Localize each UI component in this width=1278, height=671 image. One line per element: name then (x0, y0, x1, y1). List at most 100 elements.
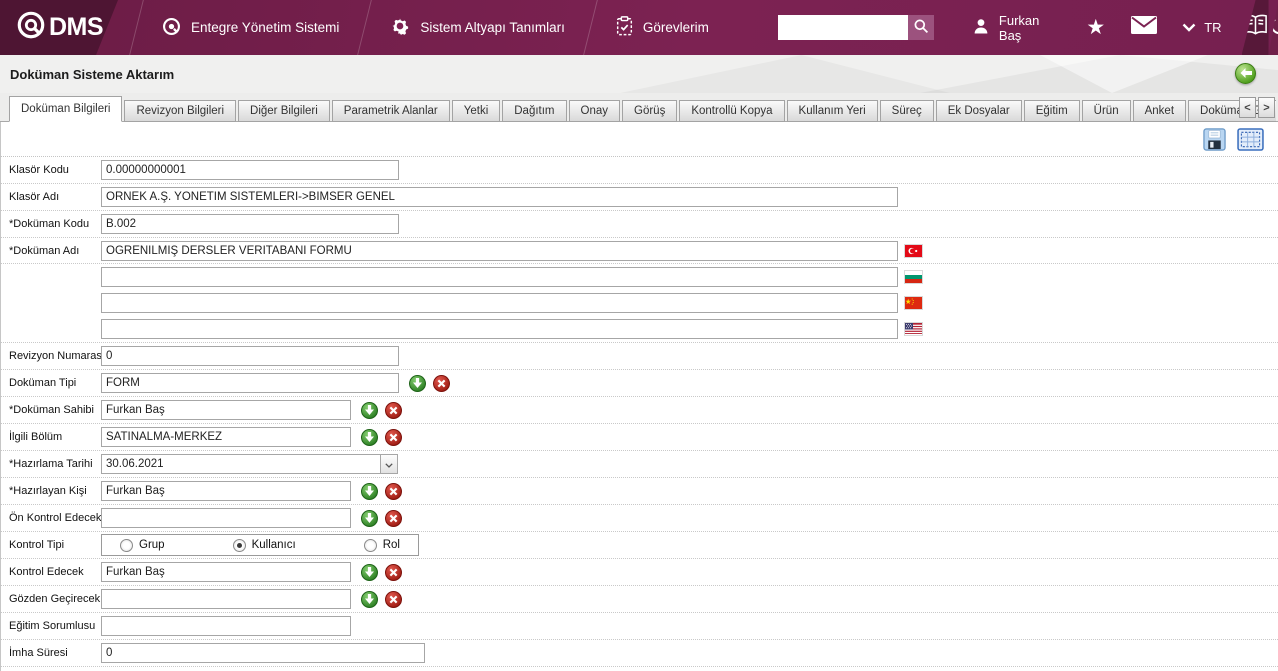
imha-suresi-input[interactable] (101, 643, 425, 663)
lookup-select-icon[interactable] (361, 428, 378, 446)
chevron-down-icon (385, 455, 393, 473)
dokuman-tipi-input[interactable] (101, 373, 399, 393)
clear-field-icon[interactable] (385, 428, 402, 446)
power-icon (1269, 15, 1278, 41)
clear-field-icon[interactable] (385, 590, 402, 608)
language-selector[interactable]: TR (1170, 20, 1233, 35)
tab-revizyon-bilgileri[interactable]: Revizyon Bilgileri (124, 100, 237, 122)
header-decoration (920, 55, 1278, 93)
field-egitim-sorumlusu: Eğitim Sorumlusu (1, 613, 1278, 640)
dokuman-adi-us-input[interactable] (101, 319, 898, 339)
app-logo[interactable]: DMS (0, 0, 118, 55)
field-label: Klasör Adı (9, 191, 60, 203)
lookup-select-icon[interactable] (361, 482, 378, 500)
lookup-select-icon[interactable] (361, 509, 378, 527)
tab-ek-dosyalar[interactable]: Ek Dosyalar (935, 100, 1022, 122)
form-rows: Klasör Kodu Klasör Adı *Doküman Kodu *Do… (1, 156, 1278, 667)
gear-icon (390, 16, 410, 39)
nav-gorevlerim[interactable]: Görevlerim (591, 0, 734, 55)
user-menu[interactable]: Furkan Baş (952, 13, 1059, 43)
tab-onay[interactable]: Onay (568, 100, 621, 122)
language-code: TR (1204, 20, 1222, 35)
user-name: Furkan Baş (998, 12, 1040, 43)
field-hazirlayan-kisi: *Hazırlayan Kişi (1, 478, 1278, 505)
nav-entegre-yonetim-sistemi[interactable]: Entegre Yönetim Sistemi (137, 0, 364, 55)
tab-scroll-left-button[interactable]: < (1239, 97, 1256, 118)
on-kontrol-edecek-input[interactable] (101, 508, 351, 528)
field-label: Eğitim Sorumlusu (9, 620, 96, 632)
tab-scroll-right-button[interactable]: > (1258, 97, 1275, 118)
field-klasor-adi: Klasör Adı (1, 184, 1278, 211)
clear-field-icon[interactable] (433, 374, 450, 392)
chinese-flag-icon (905, 297, 922, 309)
tab-surec[interactable]: Süreç (879, 100, 934, 122)
clear-field-icon[interactable] (385, 401, 402, 419)
klasor-adi-input[interactable] (101, 187, 898, 207)
field-dokuman-adi: *Doküman Adı (1, 238, 1278, 343)
clear-field-icon[interactable] (385, 563, 402, 581)
dokuman-adi-bg-input[interactable] (101, 267, 898, 287)
tab-parametrik-alanlar[interactable]: Parametrik Alanlar (331, 100, 450, 122)
dokuman-sahibi-input[interactable] (101, 400, 351, 420)
field-gozden-gecirecek: Gözden Geçirecek (1, 586, 1278, 613)
lookup-select-icon[interactable] (409, 374, 426, 392)
date-dropdown-button[interactable] (380, 454, 398, 474)
bulgarian-flag-icon (905, 271, 922, 283)
tab-dagitim[interactable]: Dağıtım (502, 100, 567, 122)
turkish-flag-icon (905, 244, 922, 257)
revizyon-numarasi-input[interactable] (101, 346, 399, 366)
dokuman-adi-cn-input[interactable] (101, 293, 898, 313)
tab-diger-bilgileri[interactable]: Diğer Bilgileri (238, 100, 330, 122)
search-button[interactable] (907, 15, 934, 40)
clear-field-icon[interactable] (385, 509, 402, 527)
field-label: *Doküman Adı (9, 244, 80, 257)
nav-item-label: Entegre Yönetim Sistemi (191, 20, 340, 35)
radio-grup[interactable]: Grup (120, 538, 165, 552)
field-ilgili-bolum: İlgili Bölüm (1, 424, 1278, 451)
favorites-button[interactable]: ★ (1073, 0, 1118, 55)
lookup-select-icon[interactable] (361, 401, 378, 419)
hazirlama-tarihi-input[interactable] (101, 454, 380, 474)
field-label: *Doküman Kodu (9, 218, 90, 230)
tab-kontrollu-kopya[interactable]: Kontrollü Kopya (679, 100, 785, 122)
tab-dokuman-bilgileri[interactable]: Doküman Bilgileri (9, 96, 123, 122)
radio-kullanici[interactable]: Kullanıcı (232, 538, 296, 552)
star-icon: ★ (1086, 16, 1106, 39)
list-view-button[interactable] (1237, 127, 1264, 151)
messages-button[interactable] (1118, 0, 1170, 55)
tab-gorus[interactable]: Görüş (622, 100, 678, 122)
egitim-sorumlusu-input[interactable] (101, 616, 351, 636)
nav-sistem-altyapi-tanimlari[interactable]: Sistem Altyapı Tanımları (365, 0, 590, 55)
back-button[interactable] (1235, 63, 1256, 84)
clear-field-icon[interactable] (385, 482, 402, 500)
tab-anket[interactable]: Anket (1132, 100, 1187, 122)
tab-urun[interactable]: Ürün (1081, 100, 1131, 122)
page-title: Doküman Sisteme Aktarım (10, 66, 175, 82)
global-search-input[interactable] (777, 15, 908, 40)
help-book-icon (1242, 13, 1269, 42)
date-picker (101, 454, 398, 474)
app-logo-text: DMS (49, 13, 104, 41)
form-toolbar (1, 122, 1278, 156)
gozden-gecirecek-input[interactable] (101, 589, 351, 609)
global-search (777, 15, 934, 40)
radio-rol[interactable]: Rol (363, 538, 400, 552)
ilgili-bolum-input[interactable] (101, 427, 351, 447)
logout-button[interactable] (1268, 0, 1278, 55)
dokuman-kodu-input[interactable] (101, 214, 399, 234)
header-decoration (620, 55, 950, 93)
tab-egitim[interactable]: Eğitim (1023, 100, 1080, 122)
field-revizyon-numarasi: Revizyon Numarası (1, 343, 1278, 370)
help-docs-button[interactable] (1241, 0, 1269, 55)
tab-yetki[interactable]: Yetki (451, 100, 501, 122)
hazirlayan-kisi-input[interactable] (101, 481, 351, 501)
kontrol-edecek-input[interactable] (101, 562, 351, 582)
tab-strip: Doküman Bilgileri Revizyon Bilgileri Diğ… (0, 93, 1278, 122)
lookup-select-icon[interactable] (361, 563, 378, 581)
tab-kullanim-yeri[interactable]: Kullanım Yeri (786, 100, 878, 122)
lookup-select-icon[interactable] (361, 590, 378, 608)
save-button[interactable] (1203, 127, 1226, 151)
dokuman-adi-tr-input[interactable] (101, 240, 898, 261)
field-label: Kontrol Tipi (9, 539, 65, 551)
klasor-kodu-input[interactable] (101, 160, 399, 180)
